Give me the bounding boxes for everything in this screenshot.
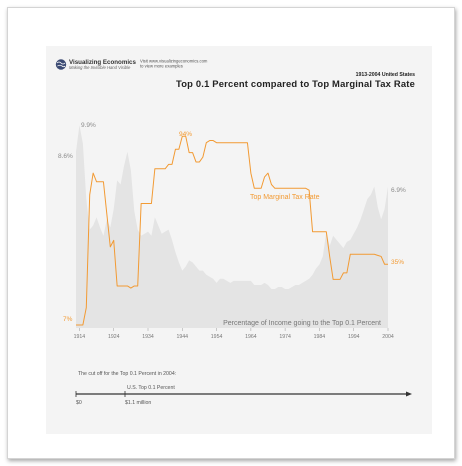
globe-icon	[55, 59, 67, 70]
x-tick-label-1964: 1964	[245, 334, 257, 340]
income-share-series-label: Percentage of Income going to the Top 0.…	[223, 320, 381, 327]
orange-peak-label: 94%	[179, 131, 192, 138]
cutoff-arrow-icon	[406, 391, 412, 397]
logo	[55, 59, 67, 70]
visit-line-1[interactable]: Visit www.visualizingeconomics.com	[140, 59, 208, 64]
cutoff-heading: The cut off for the Top 0.1 Percent in 2…	[78, 371, 176, 377]
brand-tagline: Making the Invisible Hand Visible	[69, 65, 131, 70]
chart-subtitle: 1913-2004 United States	[356, 72, 416, 78]
x-tick-label-1924: 1924	[108, 334, 120, 340]
orange-end-label: 35%	[391, 259, 404, 266]
cutoff-marker-label: U.S. Top 0.1 Percent	[127, 385, 175, 391]
x-tick-label-1984: 1984	[314, 334, 326, 340]
grey-end-label: 6.9%	[391, 187, 406, 194]
chart-title: Top 0.1 Percent compared to Top Marginal…	[176, 78, 415, 89]
x-tick-label-1944: 1944	[177, 334, 189, 340]
grey-start-label: 8.6%	[58, 153, 73, 160]
grey-peak-label: 9.9%	[81, 122, 96, 129]
top-0-1-percent-income-area	[76, 125, 388, 328]
brand-name: Visualizing Economics	[69, 59, 136, 66]
x-tick-label-1974: 1974	[279, 334, 291, 340]
x-tick-label-1954: 1954	[211, 334, 223, 340]
x-tick-label-1934: 1934	[142, 334, 154, 340]
chart-card: Visualizing Economics Making the Invisib…	[7, 7, 455, 459]
cutoff-zero-label: $0	[76, 400, 82, 406]
chart-svg: Visualizing Economics Making the Invisib…	[55, 59, 416, 406]
x-tick-label-1914: 1914	[74, 334, 86, 340]
x-tick-label-1994: 1994	[348, 334, 360, 340]
visit-line-2: to view more examples	[140, 64, 183, 69]
x-tick-label-2004: 2004	[382, 334, 394, 340]
chart-panel: Visualizing Economics Making the Invisib…	[46, 46, 432, 434]
x-axis-ticks: 1914 1924 1934 1944 1954 1964 1974 1984 1994 2004	[74, 328, 394, 340]
tax-rate-series-label: Top Marginal Tax Rate	[250, 194, 320, 201]
top-marginal-tax-rate-line	[76, 135, 388, 326]
orange-start-label: 7%	[63, 316, 73, 323]
cutoff-marker-value: $1.1 million	[125, 400, 151, 406]
